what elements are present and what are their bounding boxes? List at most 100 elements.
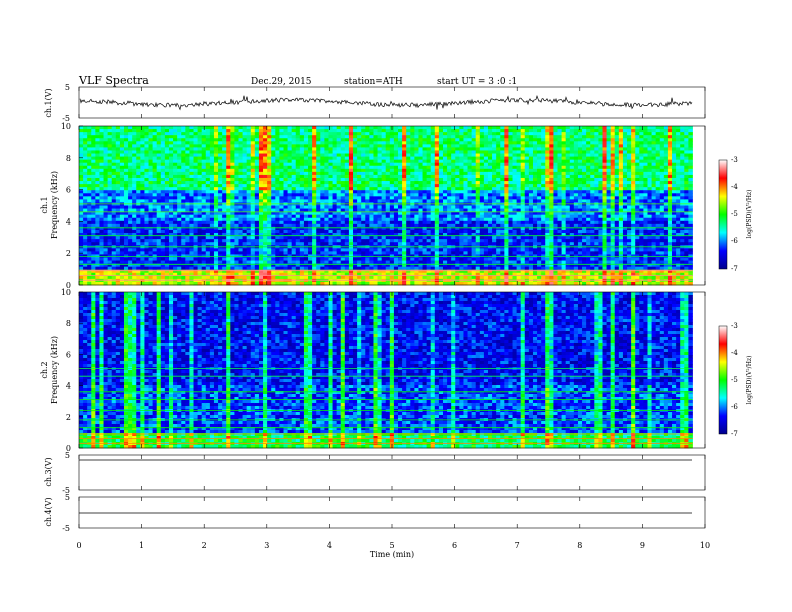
spectrogram-cell: [414, 126, 419, 130]
spectrogram-cell: [389, 177, 395, 182]
spectrogram-cell: [258, 239, 264, 243]
spectrogram-cell: [263, 260, 268, 264]
spectrogram-cell: [119, 141, 125, 145]
spectrogram-cell: [189, 278, 194, 283]
spectrogram-cell: [128, 263, 133, 268]
spectrogram-cell: [295, 177, 301, 182]
spectrogram-cell: [361, 278, 366, 283]
spectrogram-cell: [222, 162, 227, 167]
spectrogram-cell: [193, 184, 199, 188]
spectrogram-cell: [254, 147, 260, 151]
spectrogram-cell: [463, 266, 468, 271]
spectrogram-cell: [381, 220, 387, 225]
spectrogram-cell: [328, 278, 333, 283]
spectrogram-cell: [299, 226, 305, 231]
spectrogram-cell: [303, 233, 309, 237]
spectrogram-cell: [128, 132, 133, 136]
spectrogram-cell: [389, 138, 395, 142]
spectrogram-cell: [136, 153, 141, 157]
spectrogram-cell: [99, 138, 104, 142]
spectrogram-cell: [201, 223, 207, 228]
spectrogram-cell: [336, 226, 342, 231]
spectrogram-cell: [357, 239, 362, 243]
spectrogram-cell: [197, 168, 203, 173]
spectrogram-cell: [181, 278, 186, 283]
spectrogram-cell: [209, 159, 215, 164]
spectrogram-cell: [336, 147, 342, 151]
spectrogram-cell: [144, 278, 149, 283]
spectrogram-cell: [426, 153, 432, 157]
spectrogram-cell: [422, 272, 428, 277]
spectrogram-cell: [213, 129, 219, 133]
spectrogram-cell: [373, 217, 378, 222]
spectrogram-cell: [189, 269, 194, 274]
spectrogram-cell: [140, 199, 145, 203]
spectrogram-cell: [136, 217, 141, 222]
spectrogram-cell: [254, 135, 260, 139]
spectrogram-cell: [267, 126, 272, 130]
spectrogram-cell: [291, 275, 297, 280]
spectrogram-cell: [434, 220, 440, 225]
spectrogram-cell: [177, 214, 182, 219]
spectrogram-cell: [156, 257, 162, 261]
spectrogram-cell: [443, 251, 448, 255]
spectrogram-cell: [295, 248, 301, 252]
spectrogram-cell: [213, 242, 219, 246]
spectrogram-cell: [91, 135, 96, 139]
spectrogram-cell: [222, 260, 227, 264]
spectrogram-cell: [234, 196, 239, 200]
spectrogram-cell: [144, 150, 149, 154]
spectrogram-cell: [254, 187, 260, 191]
spectrogram-cell: [136, 214, 141, 219]
spectrogram-cell: [263, 272, 268, 277]
spectrogram-cell: [83, 248, 88, 252]
spectrogram-cell: [434, 150, 440, 154]
spectrogram-cell: [389, 165, 395, 170]
spectrogram-cell: [242, 181, 248, 185]
spectrogram-cell: [373, 281, 378, 286]
spectrogram-cell: [393, 162, 399, 167]
spectrogram-cell: [91, 236, 96, 240]
spectrogram-cell: [246, 257, 252, 261]
spectrogram-cell: [128, 220, 133, 225]
spectrogram-cell: [209, 281, 215, 286]
spectrogram-cell: [447, 211, 452, 216]
spectrogram-cell: [271, 208, 276, 213]
spectrogram-cell: [348, 144, 354, 148]
spectrogram-cell: [173, 236, 178, 240]
spectrogram-cell: [438, 239, 444, 243]
spectrogram-cell: [340, 251, 346, 255]
spectrogram-cell: [287, 159, 293, 164]
spectrogram-cell: [369, 162, 374, 167]
spectrogram-cell: [361, 141, 366, 145]
spectrogram-cell: [254, 184, 260, 188]
spectrogram-cell: [332, 242, 338, 246]
spectrogram-cell: [430, 174, 436, 179]
spectrogram-cell: [340, 156, 346, 161]
spectrogram-cell: [303, 214, 309, 219]
spectrogram-cell: [361, 239, 366, 243]
spectrogram-cell: [177, 162, 182, 167]
spectrogram-cell: [123, 199, 129, 203]
spectrogram-cell: [336, 181, 342, 185]
spectrogram-cell: [336, 184, 342, 188]
spectrogram-cell: [181, 226, 186, 231]
spectrogram-cell: [87, 174, 92, 179]
spectrogram-cell: [279, 208, 284, 213]
spectrogram-cell: [99, 233, 104, 237]
spectrogram-cell: [291, 211, 297, 216]
spectrogram-cell: [152, 138, 158, 142]
spectrogram-cell: [222, 275, 227, 280]
spectrogram-cell: [181, 272, 186, 277]
spectrogram-cell: [324, 217, 329, 222]
spectrogram-cell: [156, 181, 162, 185]
spectrogram-cell: [332, 156, 338, 161]
spectrogram-cell: [99, 156, 104, 161]
spectrogram-cell: [438, 138, 444, 142]
spectrogram-cell: [340, 205, 346, 209]
spectrogram-cell: [312, 226, 317, 231]
spectrogram-cell: [87, 278, 92, 283]
spectrogram-cell: [344, 165, 350, 170]
spectrogram-cell: [443, 141, 448, 145]
spectrogram-cell: [213, 269, 219, 274]
